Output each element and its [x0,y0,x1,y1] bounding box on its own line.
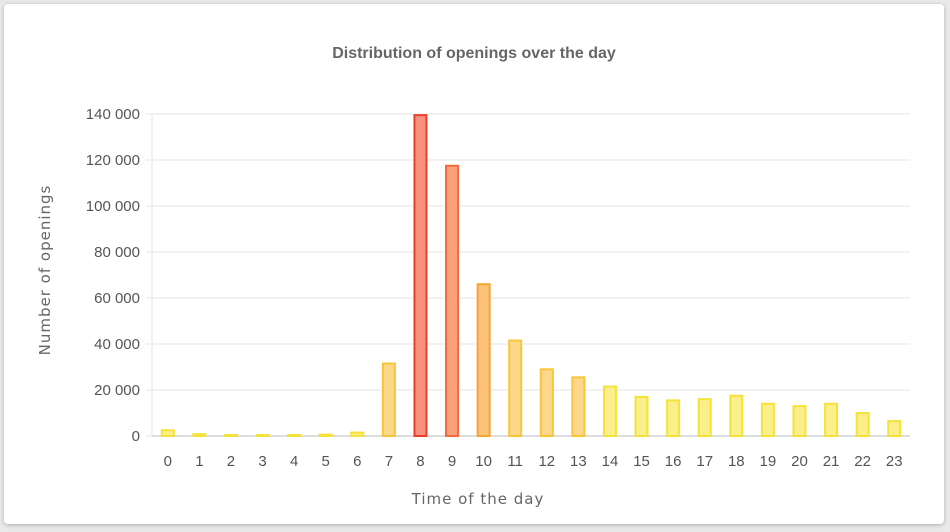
bar-hour-0[interactable] [160,429,175,437]
y-axis-ticks: 0 20 000 40 000 60 000 80 000 100 000 120 000 1… [86,106,140,445]
x-axis-label: Time of the day [411,490,545,508]
bars [160,114,902,438]
x-tick-label: 11 [507,453,523,470]
chart-card: Distribution of openings over the day 0 2… [4,4,944,524]
bar-hour-8[interactable] [413,114,428,438]
y-tick-label: 0 [132,428,140,445]
bar-hour-10[interactable] [476,283,491,438]
bar-hour-21[interactable] [824,402,839,437]
bar-chart: Distribution of openings over the day 0 2… [36,45,910,508]
x-tick-label: 16 [665,453,682,470]
x-axis-ticks: 0 1 2 3 4 5 6 7 8 9 10 11 12 13 14 15 16 17 18 19 20 21 22 23 [164,453,903,470]
y-tick-label: 60 000 [94,290,140,307]
x-tick-label: 14 [602,453,619,470]
y-axis-label: Number of openings [36,185,54,356]
x-tick-label: 21 [823,453,840,470]
bar-hour-7[interactable] [381,362,396,437]
x-tick-label: 2 [227,453,235,470]
x-tick-label: 7 [385,453,393,470]
y-tick-label: 120 000 [86,152,140,169]
bar-hour-2[interactable] [223,434,238,437]
x-tick-label: 18 [728,453,745,470]
y-tick-label: 80 000 [94,244,140,261]
x-tick-label: 23 [886,453,903,470]
x-tick-label: 13 [570,453,587,470]
x-tick-label: 6 [353,453,361,470]
x-tick-label: 12 [538,453,555,470]
x-tick-label: 19 [760,453,777,470]
chart-title: Distribution of openings over the day [332,45,616,62]
gridlines [146,113,910,437]
x-tick-label: 4 [290,453,298,470]
x-tick-label: 8 [416,453,424,470]
bar-hour-1[interactable] [192,433,207,438]
x-tick-label: 3 [258,453,266,470]
bar-hour-15[interactable] [634,395,649,437]
x-tick-label: 0 [164,453,172,470]
y-tick-label: 140 000 [86,106,140,123]
x-tick-label: 5 [322,453,330,470]
y-tick-label: 100 000 [86,198,140,215]
x-tick-label: 15 [633,453,650,470]
x-tick-label: 17 [696,453,713,470]
x-tick-label: 1 [195,453,203,470]
bar-hour-22[interactable] [855,412,870,437]
bar-hour-5[interactable] [318,433,333,437]
bar-hour-20[interactable] [792,405,807,438]
bar-hour-19[interactable] [760,402,775,437]
bar-hour-9[interactable] [445,164,460,437]
bar-hour-12[interactable] [539,368,554,437]
y-tick-label: 40 000 [94,336,140,353]
bar-hour-13[interactable] [571,376,586,438]
bar-hour-17[interactable] [697,398,712,438]
x-tick-label: 22 [854,453,871,470]
x-tick-label: 9 [448,453,456,470]
x-tick-label: 20 [791,453,808,470]
bar-hour-4[interactable] [287,434,302,437]
bar-hour-18[interactable] [729,394,744,437]
bar-hour-6[interactable] [350,431,365,437]
x-tick-label: 10 [475,453,492,470]
bar-hour-3[interactable] [255,434,270,437]
bar-hour-23[interactable] [887,420,902,437]
y-tick-label: 20 000 [94,382,140,399]
bar-hour-14[interactable] [602,385,617,437]
bar-hour-11[interactable] [508,339,523,437]
bar-hour-16[interactable] [666,399,681,438]
